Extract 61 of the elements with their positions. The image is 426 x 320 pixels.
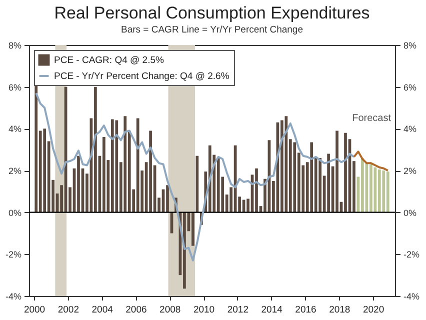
bar <box>255 168 258 212</box>
y-tick-label: -2% <box>5 250 22 260</box>
bar <box>183 212 186 289</box>
bar <box>43 128 46 212</box>
x-tick-label: 2014 <box>261 304 282 316</box>
y2-tick-label: 4% <box>404 124 417 134</box>
x-tick-label: 2010 <box>193 304 215 316</box>
bar <box>280 120 284 212</box>
bar <box>382 170 386 212</box>
bar <box>327 154 330 212</box>
bar <box>77 156 80 212</box>
y-tick-label: 4% <box>8 124 22 134</box>
bar <box>374 167 377 212</box>
x-tick-label: 2016 <box>295 304 316 316</box>
bar <box>293 142 296 212</box>
x-tick-label: 2018 <box>329 304 350 316</box>
x-tick-label: 2012 <box>227 304 248 316</box>
y2-tick-label: 8% <box>404 40 417 50</box>
bar <box>124 116 127 212</box>
x-tick-label: 2002 <box>58 304 79 316</box>
bar <box>336 130 338 212</box>
y-tick-label: -4% <box>5 292 22 302</box>
annotation: Forecast <box>352 112 392 124</box>
bar <box>378 169 381 212</box>
bar <box>386 172 390 212</box>
chart-subtitle: Bars = CAGR Line = Yr/Yr Percent Change <box>121 24 303 36</box>
x-tick-label: 2004 <box>92 304 113 316</box>
legend-label: PCE - CAGR: Q4 @ 2.5% <box>54 55 165 66</box>
y-tick-label: 6% <box>8 82 22 92</box>
bar <box>216 158 220 212</box>
bar <box>191 212 194 246</box>
x-tick-label: 2000 <box>24 304 46 316</box>
y2-tick-label: 0% <box>404 208 417 218</box>
bar <box>110 119 114 212</box>
bar <box>369 164 372 212</box>
bar <box>149 130 152 212</box>
x-tick-label: 2020 <box>362 304 384 316</box>
bar <box>318 158 322 212</box>
bar <box>115 120 118 212</box>
chart-title: Real Personal Consumption Expenditures <box>54 4 370 22</box>
y-tick-label: 0% <box>8 208 22 218</box>
x-tick-label: 2006 <box>126 304 147 316</box>
bar <box>94 86 97 212</box>
line-series <box>352 150 389 172</box>
x-tick-label: 2008 <box>160 304 181 316</box>
y2-tick-label: 6% <box>404 82 417 92</box>
y2-tick-label: 2% <box>404 166 417 176</box>
bar <box>361 158 364 212</box>
bar <box>344 132 347 212</box>
line-series <box>35 92 355 262</box>
y-tick-label: 2% <box>8 166 22 176</box>
legend-label: PCE - Yr/Yr Percent Change: Q4 @ 2.6% <box>54 71 230 82</box>
y2-tick-label: -4% <box>404 292 420 302</box>
y2-tick-label: -2% <box>404 250 420 260</box>
bar <box>284 116 288 212</box>
bar <box>102 137 106 212</box>
bar <box>196 156 199 212</box>
bar <box>136 118 140 212</box>
bar <box>166 185 169 212</box>
y-tick-label: 8% <box>8 40 22 50</box>
bar <box>310 142 314 212</box>
